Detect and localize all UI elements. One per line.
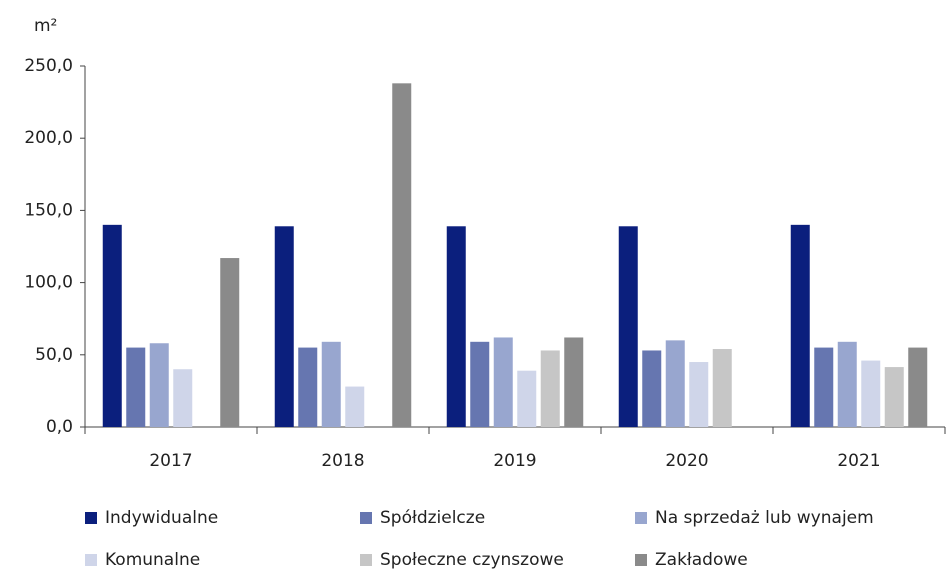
bar [126, 347, 146, 427]
bar [517, 370, 537, 427]
x-tick-label: 2021 [837, 451, 880, 471]
legend-swatch [85, 554, 97, 566]
y-tick-label: 200,0 [24, 128, 73, 148]
bar [837, 341, 857, 427]
y-tick-label: 100,0 [24, 273, 73, 293]
bar [149, 343, 169, 427]
legend-swatch [360, 554, 372, 566]
bar [884, 367, 904, 427]
bar [345, 386, 365, 427]
bar [814, 347, 834, 427]
x-tick-label: 2020 [665, 451, 708, 471]
bar [908, 347, 928, 427]
bar [665, 340, 685, 427]
bar [173, 369, 193, 427]
bar [618, 226, 638, 427]
bar [689, 362, 709, 427]
x-tick-label: 2017 [149, 451, 192, 471]
bar [642, 350, 662, 427]
bar [564, 337, 584, 427]
bar [470, 341, 490, 427]
bar [493, 337, 513, 427]
x-tick-label: 2018 [321, 451, 364, 471]
legend-label: Społeczne czynszowe [380, 550, 564, 570]
bar [790, 224, 810, 427]
legend-swatch [635, 554, 647, 566]
y-tick-label: 250,0 [24, 56, 73, 76]
bar [321, 341, 341, 427]
legend-label: Spółdzielcze [380, 508, 485, 528]
bar [274, 226, 294, 427]
legend-label: Indywidualne [105, 508, 218, 528]
legend-label: Zakładowe [655, 550, 748, 570]
y-tick-label: 150,0 [24, 200, 73, 220]
bar [861, 360, 881, 427]
bar [540, 350, 560, 427]
bar [392, 83, 412, 427]
bar [712, 349, 732, 427]
legend-label: Na sprzedaż lub wynajem [655, 508, 874, 528]
x-tick-label: 2019 [493, 451, 536, 471]
legend-swatch [360, 512, 372, 524]
legend-label: Komunalne [105, 550, 200, 570]
y-axis-label: m² [34, 16, 57, 36]
legend-swatch [85, 512, 97, 524]
bar [298, 347, 318, 427]
bar [446, 226, 466, 427]
legend-swatch [635, 512, 647, 524]
bar [102, 224, 122, 427]
y-tick-label: 0,0 [46, 417, 73, 437]
bar [220, 258, 240, 427]
y-tick-label: 50,0 [35, 345, 73, 365]
